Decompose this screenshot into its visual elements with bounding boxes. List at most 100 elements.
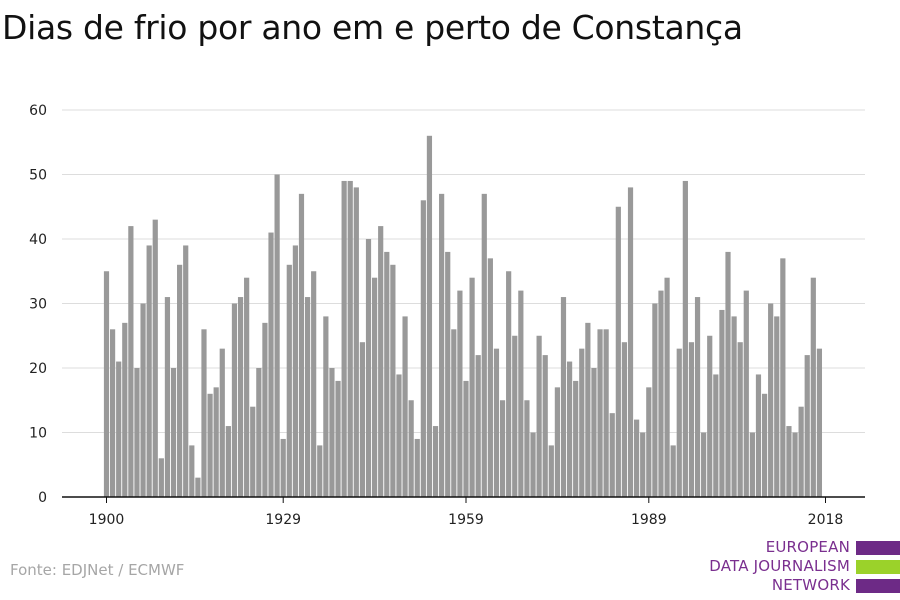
bar-1966 xyxy=(506,271,512,497)
bar-1963 xyxy=(487,258,493,497)
bar-1922 xyxy=(237,297,244,497)
bar-1968 xyxy=(518,290,524,497)
y-tick-label: 0 xyxy=(38,490,47,506)
bar-1980 xyxy=(591,368,597,497)
bar-1903 xyxy=(122,322,128,497)
bar-1995 xyxy=(682,180,688,497)
bar-1993 xyxy=(670,445,676,497)
logo-line-3: NETWORK xyxy=(771,576,850,594)
bar-series xyxy=(103,135,823,498)
bar-1931 xyxy=(292,245,298,497)
bar-1971 xyxy=(536,335,542,497)
x-tick-label: 1900 xyxy=(89,512,125,528)
bar-1928 xyxy=(274,174,280,497)
bar-2009 xyxy=(768,303,774,497)
bar-1949 xyxy=(402,316,408,497)
y-tick-label: 60 xyxy=(29,103,47,119)
logo-bar-middle xyxy=(856,560,900,574)
logo-line-2: DATA JOURNALISM xyxy=(709,557,850,575)
bar-2008 xyxy=(761,393,768,497)
bar-1945 xyxy=(378,226,384,497)
bar-1979 xyxy=(585,322,591,497)
bar-1965 xyxy=(499,400,506,497)
bar-2003 xyxy=(731,316,737,497)
bar-1936 xyxy=(323,316,329,497)
x-axis: 1900 1929 1959 1989 2018 xyxy=(62,496,865,528)
bar-1934 xyxy=(311,271,317,497)
bar-1964 xyxy=(493,348,500,497)
bar-1992 xyxy=(664,277,670,497)
bar-1920 xyxy=(225,426,231,497)
bar-1918 xyxy=(213,387,219,497)
bar-2017 xyxy=(816,348,823,497)
bar-1908 xyxy=(152,219,158,497)
x-tick-label: 1989 xyxy=(631,512,667,528)
bar-1913 xyxy=(183,245,189,497)
bar-1976 xyxy=(566,361,573,497)
bar-1999 xyxy=(707,335,713,497)
bar-1973 xyxy=(548,445,554,497)
x-tick-label: 1929 xyxy=(265,512,301,528)
bar-1975 xyxy=(560,297,567,497)
bar-1970 xyxy=(530,432,536,497)
gridlines xyxy=(62,109,865,433)
bar-1961 xyxy=(475,355,481,497)
bar-1990 xyxy=(652,303,658,497)
bar-1907 xyxy=(146,245,152,497)
bar-2011 xyxy=(780,258,786,497)
bar-2010 xyxy=(774,316,780,497)
bar-1983 xyxy=(609,413,615,497)
bar-1909 xyxy=(158,458,164,497)
bar-1951 xyxy=(414,438,420,497)
bar-2006 xyxy=(749,432,755,497)
bar-1989 xyxy=(646,387,652,497)
bar-1910 xyxy=(164,297,171,497)
bar-2014 xyxy=(798,406,804,497)
y-tick-label: 30 xyxy=(29,297,47,313)
bar-1930 xyxy=(286,264,292,497)
bar-1978 xyxy=(579,348,585,497)
bar-1915 xyxy=(195,477,201,497)
bar-1933 xyxy=(304,297,311,497)
bar-1901 xyxy=(109,329,116,497)
bar-1954 xyxy=(432,426,439,497)
bar-1942 xyxy=(359,342,366,497)
bar-1955 xyxy=(439,193,445,497)
bar-1986 xyxy=(627,187,634,497)
y-tick-label: 20 xyxy=(29,361,47,377)
bar-1946 xyxy=(384,251,390,497)
bar-1987 xyxy=(634,419,640,497)
bar-1956 xyxy=(445,251,451,497)
bar-1935 xyxy=(317,445,323,497)
edjnet-logo: EUROPEAN DATA JOURNALISM NETWORK xyxy=(700,538,900,598)
bar-1974 xyxy=(554,387,560,497)
bar-1914 xyxy=(189,445,195,497)
bar-1977 xyxy=(573,380,579,497)
logo-bar-top xyxy=(856,541,900,555)
bar-1947 xyxy=(390,264,396,497)
bar-2001 xyxy=(719,309,725,497)
bar-1900 xyxy=(103,271,110,497)
bar-2000 xyxy=(713,374,719,497)
bar-1988 xyxy=(640,432,646,497)
x-tick-label: 2018 xyxy=(808,512,844,528)
bar-1916 xyxy=(201,329,207,497)
bar-1998 xyxy=(701,432,707,497)
bar-1969 xyxy=(524,400,530,497)
bar-1952 xyxy=(420,200,426,498)
bar-1943 xyxy=(365,239,372,497)
bar-1958 xyxy=(457,290,463,497)
bar-1925 xyxy=(256,368,262,497)
bar-1924 xyxy=(250,406,256,497)
bar-1906 xyxy=(140,303,146,497)
bar-1950 xyxy=(408,400,414,497)
bar-1917 xyxy=(207,393,213,497)
bar-1997 xyxy=(694,297,701,497)
bar-1972 xyxy=(542,355,548,497)
bar-1991 xyxy=(658,290,664,497)
bar-1927 xyxy=(268,232,274,498)
bar-1905 xyxy=(134,368,140,497)
bar-1957 xyxy=(451,329,457,497)
bar-2016 xyxy=(810,277,816,497)
